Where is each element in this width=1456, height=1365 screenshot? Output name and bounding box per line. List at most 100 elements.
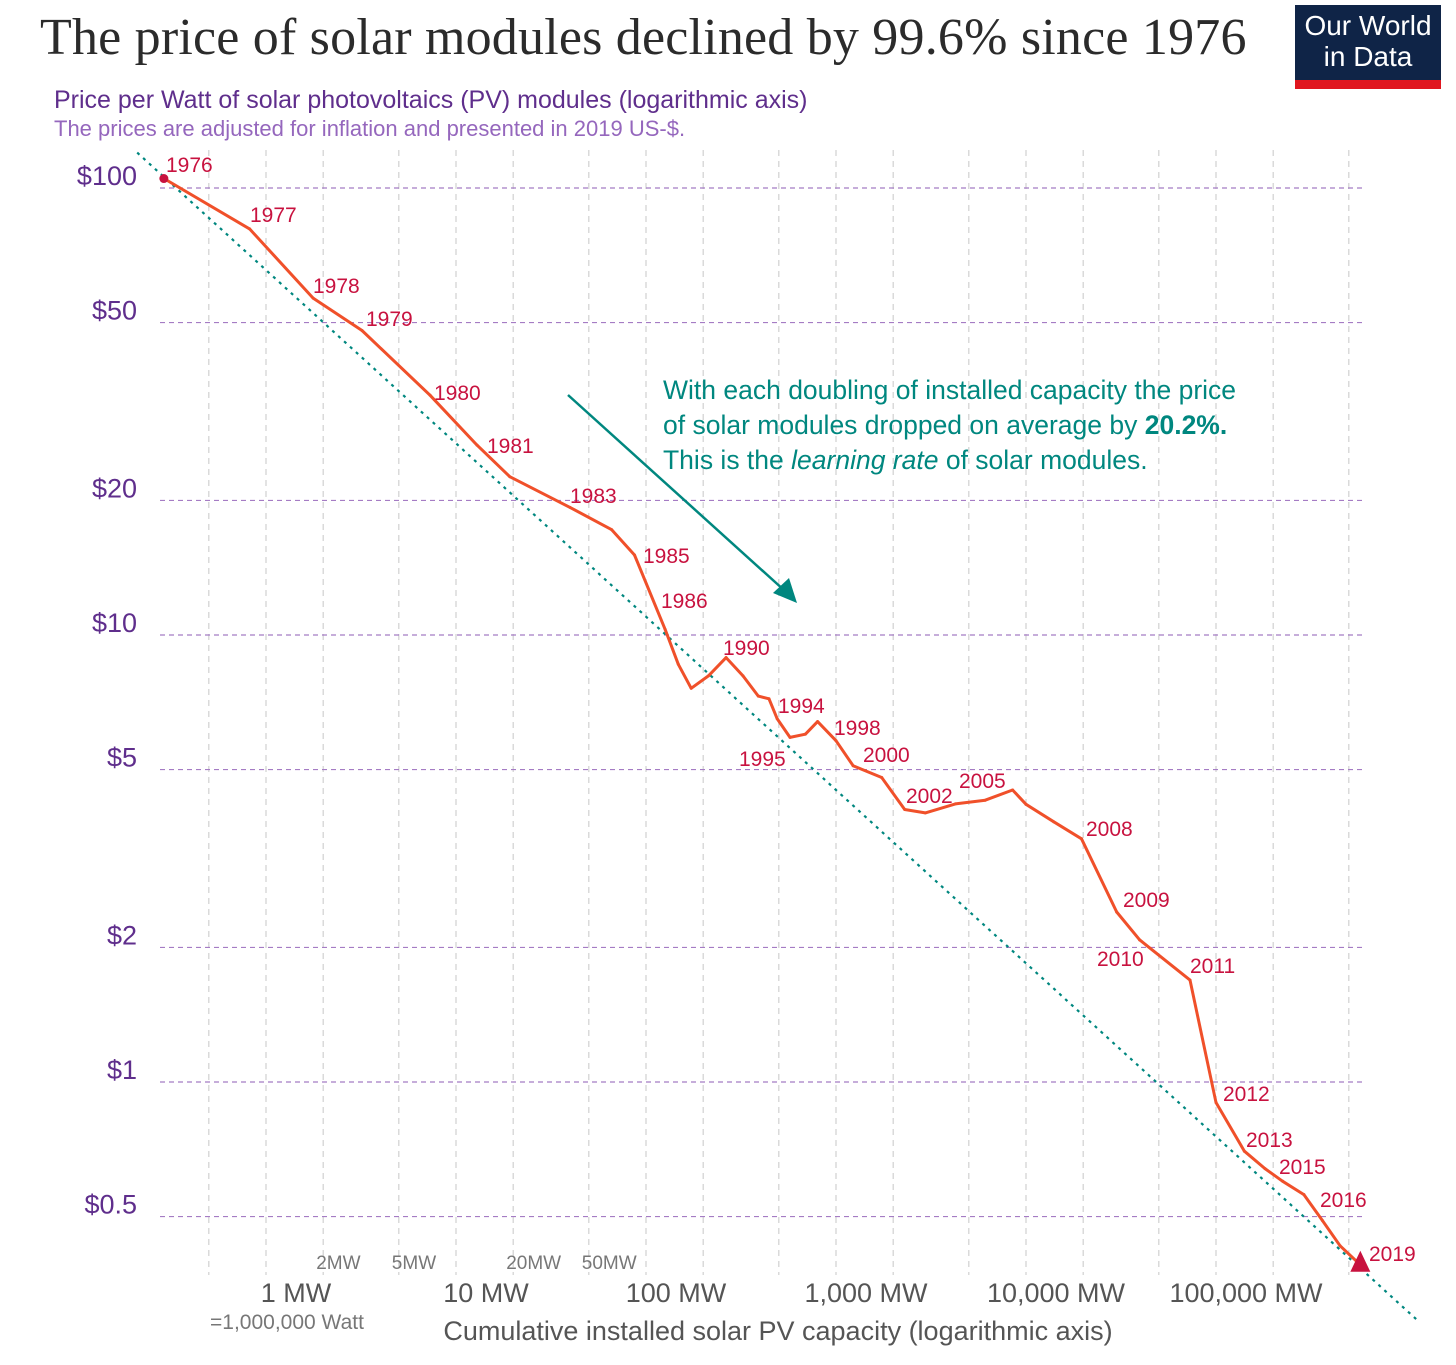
x-minor-tick-label: 50MW [582, 1253, 637, 1274]
x-minor-tick-label: 5MW [392, 1253, 436, 1274]
year-label-1979: 1979 [366, 308, 413, 331]
year-label-1977: 1977 [250, 204, 297, 227]
year-label-2019: 2019 [1369, 1243, 1416, 1266]
year-label-1998: 1998 [834, 717, 881, 740]
chart-subtitle: Price per Watt of solar photovoltaics (P… [54, 86, 808, 114]
year-label-1980: 1980 [434, 382, 481, 405]
data-point-2001 [903, 808, 907, 812]
year-label-1986: 1986 [661, 590, 708, 613]
year-label-2009: 2009 [1123, 889, 1170, 912]
data-point-2010 [1138, 938, 1142, 942]
data-point-2006 [1024, 802, 1028, 806]
year-label-1990: 1990 [723, 637, 770, 660]
y-tick-label: $10 [92, 608, 137, 638]
x-gridlines [208, 150, 1350, 1275]
year-labels: 1976 1977 1978 1979 1980 1981 1983 1985 1986 1990… [166, 154, 1416, 1266]
y-tick-label: $100 [77, 161, 137, 191]
x-tick-label: 10 MW [443, 1278, 529, 1308]
data-point-2003 [953, 802, 957, 806]
data-point-1978 [311, 296, 315, 300]
data-point-1987 [676, 662, 680, 666]
annotation-text: of solar modules dropped on average by [663, 410, 1145, 440]
annotation-line3: This is the learning rate of solar modul… [663, 445, 1148, 476]
year-label-2005: 2005 [959, 770, 1006, 793]
data-point-1986 [663, 627, 667, 631]
x-tick-label: 100 MW [626, 1278, 727, 1308]
y-tick-label: $0.5 [84, 1190, 137, 1220]
y-tick-label: $20 [92, 473, 137, 503]
x-tick-label: 1 MW [261, 1278, 332, 1308]
x-minor-tick-label: 2MW [316, 1253, 360, 1274]
data-point-1999 [851, 764, 855, 768]
data-point-1984 [610, 528, 614, 532]
data-point-1983 [568, 505, 572, 509]
trend-line [136, 151, 1421, 1324]
y-gridlines [160, 187, 1362, 1218]
data-point-2007 [1052, 820, 1056, 824]
data-point-1993 [767, 697, 771, 701]
logo-box: Our World in Data [1295, 5, 1441, 80]
data-point-1989 [706, 674, 710, 678]
data-point-2012 [1214, 1100, 1218, 1104]
year-label-1995: 1995 [739, 748, 786, 771]
chart-note: The prices are adjusted for inflation an… [54, 116, 686, 141]
data-point-2015 [1281, 1179, 1285, 1183]
year-label-1994: 1994 [778, 695, 825, 718]
annotation-text: This is the [663, 445, 792, 475]
data-point-1982 [508, 475, 512, 479]
axis-ticks: $100 $50 $20 $10 $5 $2 $1 $0.5 1 MW 10 MW 100 MW 1,… [77, 161, 1323, 1308]
owid-logo[interactable]: Our World in Data [1295, 5, 1441, 89]
year-label-2013: 2013 [1246, 1129, 1293, 1152]
y-tick-label: $2 [107, 920, 137, 950]
data-point-2014 [1263, 1167, 1267, 1171]
data-point-2000 [880, 775, 884, 779]
data-point-2011 [1188, 978, 1192, 982]
year-label-2015: 2015 [1279, 1156, 1326, 1179]
year-label-1983: 1983 [570, 485, 617, 508]
price-line [163, 177, 1362, 1266]
data-point-2002 [923, 811, 927, 815]
annotation-text: of solar modules. [938, 445, 1148, 475]
year-label-1976: 1976 [166, 154, 213, 177]
end-marker-triangle [1350, 1250, 1371, 1272]
data-point-1981 [475, 443, 479, 447]
data-point-1990 [724, 656, 728, 660]
y-tick-label: $1 [107, 1055, 137, 1085]
data-point-1980 [428, 393, 432, 397]
x-axis-title: Cumulative installed solar PV capacity (… [443, 1316, 1112, 1346]
annotation-arrow [567, 394, 797, 603]
learning-rate-term: learning rate [791, 445, 939, 475]
data-point-1992 [756, 694, 760, 698]
chart-title: The price of solar modules declined by 9… [40, 9, 1247, 66]
data-point-1997 [816, 720, 820, 724]
arrow-shaft [567, 394, 786, 592]
year-label-2016: 2016 [1320, 1189, 1367, 1212]
data-point-1995 [788, 735, 792, 739]
x-minor-tick-label: 20MW [506, 1253, 561, 1274]
logo-bar [1295, 80, 1441, 89]
data-point-1991 [741, 674, 745, 678]
y-tick-label: $5 [107, 743, 137, 773]
annotation-line1: With each doubling of installed capacity… [663, 375, 1237, 405]
annotation-line2: of solar modules dropped on average by 2… [663, 410, 1227, 441]
x-axis-note: =1,000,000 Watt [210, 1311, 364, 1334]
data-point-2013 [1242, 1149, 1246, 1153]
data-point-2008 [1080, 837, 1084, 841]
data-point-2005 [1011, 788, 1015, 792]
year-label-1978: 1978 [313, 275, 360, 298]
logo-line2: in Data [1323, 41, 1413, 72]
year-label-2000: 2000 [863, 744, 910, 767]
x-tick-label: 100,000 MW [1169, 1278, 1323, 1308]
year-label-2012: 2012 [1223, 1083, 1270, 1106]
data-point-1985 [633, 553, 637, 557]
logo-line1: Our World [1304, 10, 1432, 41]
x-tick-label: 1,000 MW [804, 1278, 928, 1308]
data-point-1998 [834, 739, 838, 743]
year-label-1981: 1981 [487, 435, 534, 458]
data-point-1979 [360, 328, 364, 332]
data-point-1977 [248, 227, 252, 231]
year-label-2010: 2010 [1097, 948, 1144, 971]
data-point-1994 [775, 717, 779, 721]
data-point-1988 [689, 686, 693, 690]
x-tick-label: 10,000 MW [987, 1278, 1126, 1308]
